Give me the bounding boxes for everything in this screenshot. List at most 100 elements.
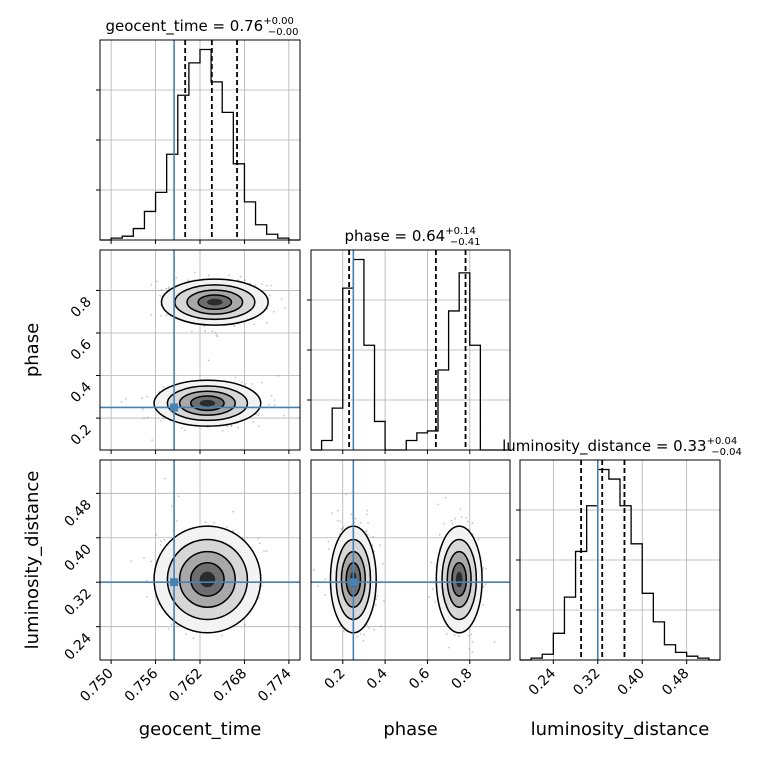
scatter-point [230,424,233,427]
scatter-point [157,603,160,606]
scatter-point [342,630,345,633]
scatter-point [164,477,166,480]
scatter-point [374,604,377,606]
scatter-point [265,550,268,552]
panel-geocent_time-geocent_time: geocent_time = 0.76+0.00 −0.00 [96,16,301,244]
scatter-point [244,383,247,385]
scatter-point [257,414,260,417]
scatter-point [243,279,246,282]
scatter-point [270,284,272,287]
scatter-point [260,585,263,587]
scatter-point [341,528,343,531]
scatter-point [378,544,381,546]
x-axis-label-phase: phase [383,719,437,740]
scatter-point [170,623,173,626]
scatter-point [485,567,487,570]
scatter-point [431,588,434,591]
scatter-point [437,503,440,506]
histogram-geocent_time [100,48,300,241]
scatter-point [165,314,168,316]
scatter-point [211,330,214,333]
x-tick-label: 0.762 [166,666,206,706]
scatter-point [372,535,374,538]
scatter-point [448,646,450,649]
y-tick-label: 0.8 [68,294,95,321]
scatter-point [143,417,145,420]
scatter-point [274,404,276,406]
title-value: geocent_time = 0.76 [106,17,264,36]
scatter-point [373,628,375,631]
scatter-point [233,325,236,328]
scatter-point [175,276,178,279]
title-minus: −0.04 [711,447,742,458]
title-value: phase = 0.64 [344,227,445,245]
panel-luminosity_distance-luminosity_distance: luminosity_distance = 0.33+0.04 −0.04 0.24… [502,436,742,699]
scatter-point [379,625,382,628]
x-tick-label: 0.2 [322,666,349,693]
scatter-point [147,416,149,419]
scatter-point [216,335,219,338]
scatter-point [280,298,283,301]
panel-frame [310,459,511,661]
scatter-point [365,529,368,532]
scatter-point [170,505,173,508]
scatter-point [324,593,326,596]
scatter-point [177,495,180,498]
scatter-point [356,636,358,638]
y-tick-label: 0.24 [61,630,94,663]
scatter-point [482,604,485,606]
scatter-point [151,439,154,441]
scatter-point [365,531,368,533]
y-tick-label: 0.6 [68,336,95,363]
density-contour [455,571,463,588]
scatter-point [470,633,473,636]
scatter-point [251,383,254,385]
title-plus: +0.04 [707,436,738,447]
scatter-point [221,634,224,637]
scatter-point [214,331,217,334]
scatter-point [150,314,153,316]
scatter-point [159,544,162,546]
scatter-point [120,401,123,403]
scatter-point [453,634,456,636]
scatter-point [167,287,170,290]
scatter-point [234,376,237,379]
panel-geocent_time-luminosity_distance: 0.750 0.756 0.762 0.768 0.774 0.24 0.32 0.40 0.4… [61,459,301,706]
scatter-point [228,274,230,277]
scatter-point [360,522,362,524]
y-axis-label-luminosity_distance: luminosity_distance [22,471,43,650]
x-tick-label: 0.756 [122,665,162,705]
scatter-point [342,526,345,528]
x-tick-label: 0.40 [615,666,648,699]
scatter-point [468,648,471,650]
scatter-point [324,578,327,581]
scatter-point [192,637,195,640]
scatter-point [183,429,186,432]
scatter-point [345,493,347,496]
scatter-point [230,425,233,428]
scatter-point [484,583,487,586]
scatter-point [331,512,333,514]
x-tick-label: 0.768 [211,666,251,706]
scatter-point [237,426,239,429]
scatter-point [362,639,365,642]
scatter-point [146,395,149,398]
title-minus: −0.00 [268,27,299,38]
scatter-point [191,330,193,333]
scatter-point [221,429,224,432]
scatter-point [159,294,162,297]
scatter-point [471,522,474,525]
scatter-point [215,334,218,337]
panel-phase-phase: phase = 0.64+0.14 −0.41 [307,226,511,454]
scatter-point [253,323,256,326]
scatter-point [337,509,339,512]
scatter-point [203,325,206,327]
scatter-point [444,496,447,499]
scatter-point [375,598,378,601]
x-tick-label: 0.24 [526,665,559,698]
scatter-point [382,562,384,565]
panel-frame [519,459,721,661]
scatter-point [204,521,207,524]
